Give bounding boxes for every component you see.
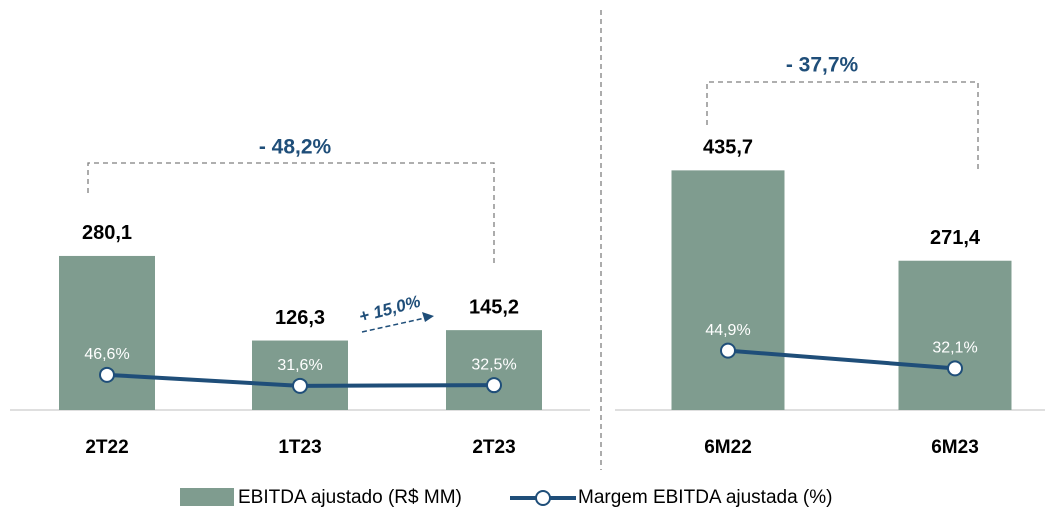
annotation: - 37,7% (786, 54, 859, 77)
annotation: - 48,2% (259, 136, 332, 159)
legend-swatch (535, 490, 551, 506)
line-marker (720, 342, 736, 359)
data-label: 280,1 (82, 222, 132, 244)
data-label: 145,2 (469, 296, 519, 318)
data-label: 435,7 (703, 137, 753, 159)
x-tick-label: 6M22 (704, 437, 752, 458)
bar (252, 340, 348, 410)
data-label: 32,1% (932, 340, 977, 357)
legend-label: EBITDA ajustado (R$ MM) (238, 487, 462, 508)
x-tick-label: 2T23 (472, 437, 515, 458)
data-label: 44,9% (705, 322, 750, 339)
line-marker (947, 360, 963, 377)
bar (59, 255, 155, 410)
line-marker (486, 377, 502, 394)
data-label: 32,5% (471, 356, 516, 373)
legend-label: Margem EBITDA ajustada (%) (578, 487, 832, 508)
data-label: 46,6% (84, 346, 129, 363)
x-tick-label: 2T22 (85, 437, 128, 458)
line-marker (99, 366, 115, 383)
bar (671, 170, 785, 410)
bar (446, 330, 542, 410)
line-marker (292, 377, 308, 394)
bar (898, 260, 1012, 410)
data-label: 271,4 (930, 227, 981, 249)
x-tick-label: 1T23 (278, 437, 321, 458)
bracket (87, 162, 495, 265)
bracket (706, 81, 979, 170)
arrow-head (422, 312, 434, 322)
legend-swatch (180, 488, 234, 506)
x-tick-label: 6M23 (931, 437, 979, 458)
data-label: 126,3 (275, 307, 325, 329)
arrow (361, 317, 426, 333)
line (727, 348, 956, 371)
data-label: 31,6% (277, 357, 322, 374)
